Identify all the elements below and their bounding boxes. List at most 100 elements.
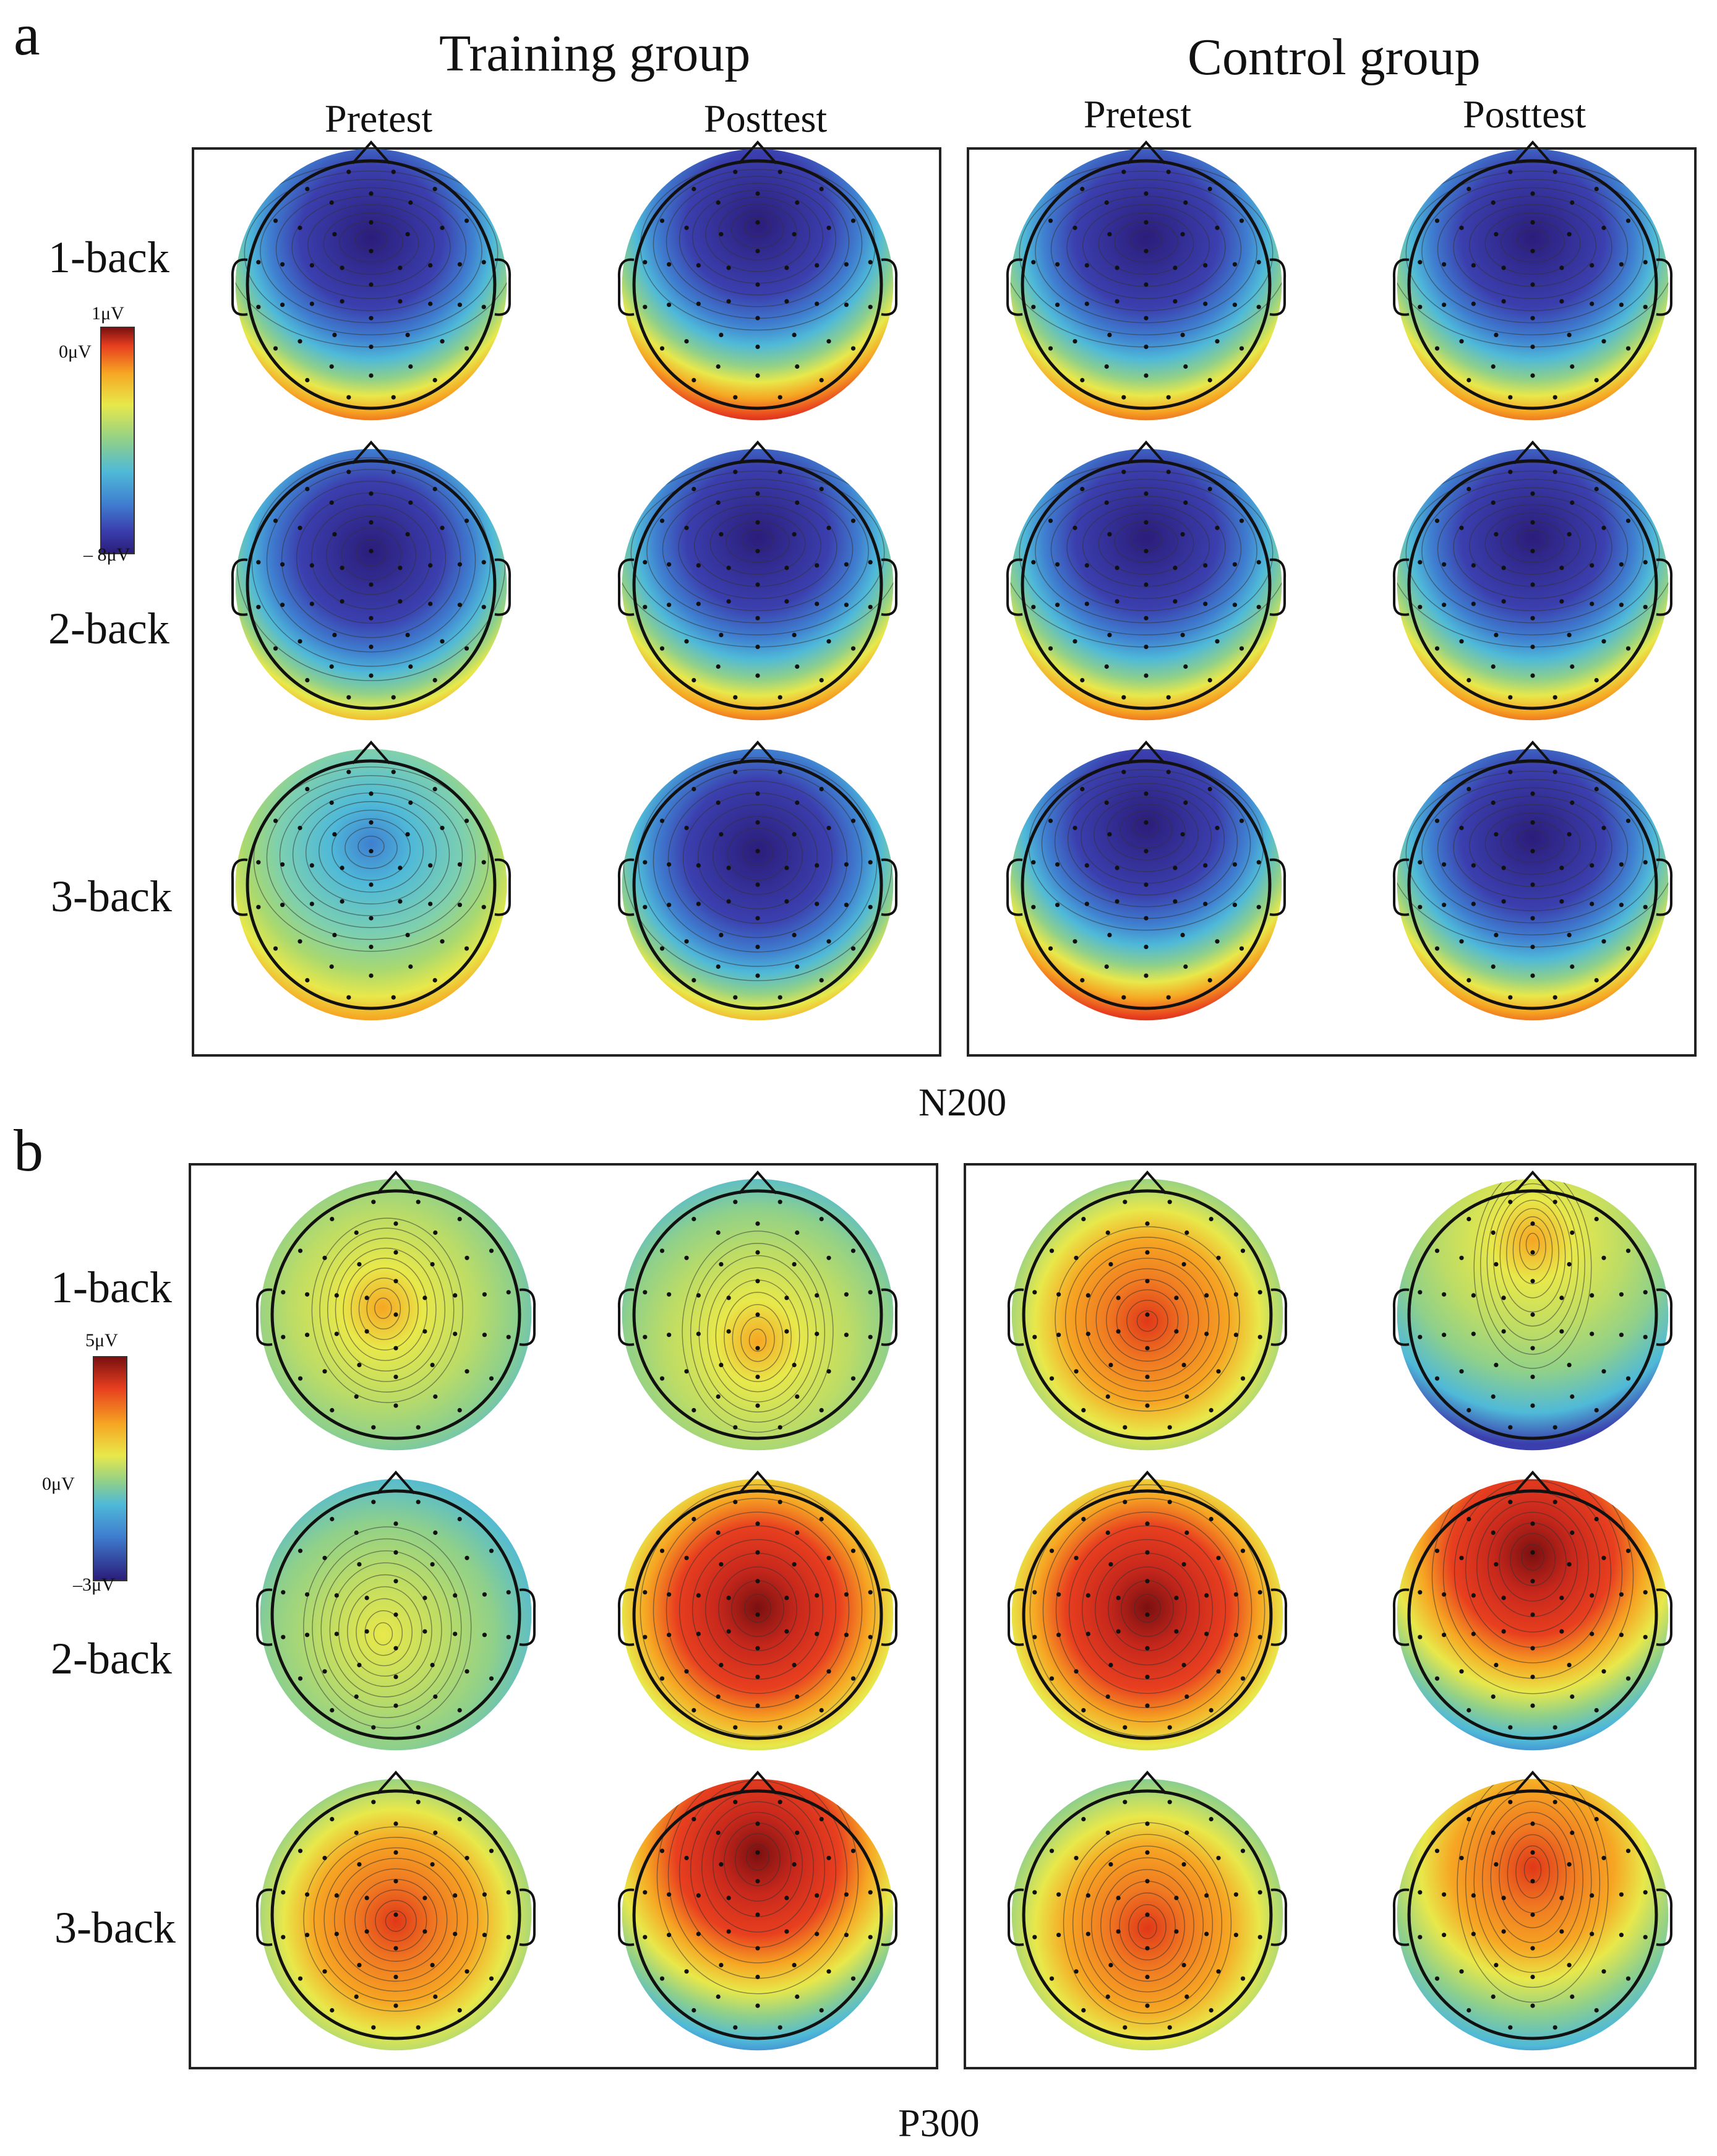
electrode-dot [1530, 549, 1535, 554]
contour-line [667, 781, 848, 938]
electrode-dot [369, 616, 374, 621]
nose-icon [738, 741, 777, 765]
electrode-dot [408, 800, 413, 805]
electrode-dot [667, 903, 672, 908]
electrode-dot [1232, 603, 1237, 608]
electrode-dot [1048, 346, 1053, 351]
electrode-dot [340, 599, 345, 604]
electrode-dot [1501, 1596, 1506, 1600]
p300-map-r1-c2 [1007, 1471, 1288, 1751]
electrode-dot [1144, 645, 1149, 650]
electrode-dot [1530, 1850, 1535, 1855]
contour-line [319, 809, 424, 893]
electrode-dot [364, 1329, 369, 1334]
electrode-dot [815, 263, 820, 268]
electrode-dot [1085, 1893, 1090, 1898]
electrode-dot [1643, 304, 1648, 309]
electrode-dot [1203, 301, 1208, 306]
electrode-dot [1145, 1346, 1150, 1351]
training-pretest-label: Pretest [325, 97, 433, 140]
electrode-dot [1594, 377, 1599, 383]
contour-line [253, 767, 489, 952]
electrode-dot [795, 364, 800, 369]
electrode-dot [844, 1292, 849, 1297]
electrode-dot [433, 1530, 438, 1535]
electrode-dot [1123, 1800, 1128, 1805]
electrode-dot [755, 1221, 760, 1226]
electrode-dot [850, 946, 856, 951]
electrode-dot [329, 964, 334, 969]
electrode-dot [784, 899, 789, 904]
panel-a-colorbar-max: 1μV [92, 303, 124, 324]
electrode-dot [755, 1821, 760, 1826]
contour-line [690, 1243, 826, 1423]
electrode-dot [1643, 1634, 1648, 1639]
electrode-dot [1467, 2008, 1471, 2013]
electrode-dot [1434, 646, 1440, 651]
head-outline [270, 1189, 521, 1440]
electrode-dot [844, 1633, 849, 1638]
electrode-dot [1173, 865, 1178, 870]
electrode-dot [1530, 1312, 1535, 1317]
contour-line [727, 827, 788, 881]
electrode-dot [393, 1975, 398, 1980]
electrode-dot [716, 964, 721, 969]
electrode-dot [1183, 500, 1188, 505]
electrode-dot [453, 1593, 458, 1598]
ear-icon [1270, 1588, 1288, 1646]
electrode-dot [1643, 1890, 1648, 1895]
electrode-dot [643, 604, 648, 609]
electrode-dot [354, 1394, 359, 1399]
electrode-dot [280, 903, 285, 908]
nose-icon [738, 1471, 777, 1495]
electrode-dot [1570, 1830, 1575, 1836]
electrode-dot [457, 603, 462, 608]
electrode-dot [393, 1579, 398, 1584]
electrode-dot [1032, 1590, 1037, 1595]
electrode-dot [1594, 2008, 1599, 2013]
electrode-dot [489, 1548, 494, 1553]
electrode-dot [416, 1725, 421, 1730]
electrode-dot [1530, 249, 1535, 254]
electrode-dot [1145, 1946, 1150, 1951]
electrode-dot [1232, 262, 1237, 267]
electrode-dot [1232, 862, 1237, 867]
electrode-dot [659, 818, 665, 823]
electrode-dot [719, 1862, 724, 1867]
electrode-dot [844, 562, 849, 567]
electrode-dot [334, 1293, 339, 1298]
electrode-dot [273, 946, 278, 951]
electrode-dot [393, 1879, 398, 1884]
electrode-dot [322, 1969, 327, 1974]
electrode-dot [1567, 832, 1572, 837]
contour-line [678, 496, 837, 599]
electrode-dot [1207, 377, 1212, 383]
contour-line [341, 527, 401, 581]
electrode-dot [369, 882, 374, 887]
electrode-dot [1116, 1896, 1121, 1900]
electrode-dot [364, 1596, 369, 1600]
ear-icon [255, 1588, 273, 1646]
electrode-dot [1494, 1962, 1499, 1967]
electrode-dot [398, 899, 403, 904]
panel-a-colorbar-zero: 0μV [59, 341, 92, 362]
electrode-dot [1073, 939, 1077, 944]
contour-line [713, 815, 803, 895]
electrode-dot [1184, 1530, 1189, 1535]
contour-line [1108, 1566, 1187, 1651]
electrode-dot [506, 1890, 511, 1895]
electrode-dot [1207, 186, 1212, 192]
electrode-dot [305, 486, 310, 492]
electrode-dot [298, 1548, 303, 1553]
electrode-dot [792, 1362, 797, 1367]
electrode-dot [1144, 616, 1149, 621]
electrode-dot [696, 563, 701, 568]
electrode-dot [659, 1976, 665, 1981]
electrode-dot [1418, 1935, 1423, 1939]
electrode-dot [482, 1892, 487, 1897]
contour-line [682, 1230, 834, 1433]
electrode-dot [1144, 820, 1149, 825]
electrode-dot [795, 800, 800, 805]
electrode-dot [371, 1500, 376, 1505]
electrode-dot [398, 265, 403, 270]
